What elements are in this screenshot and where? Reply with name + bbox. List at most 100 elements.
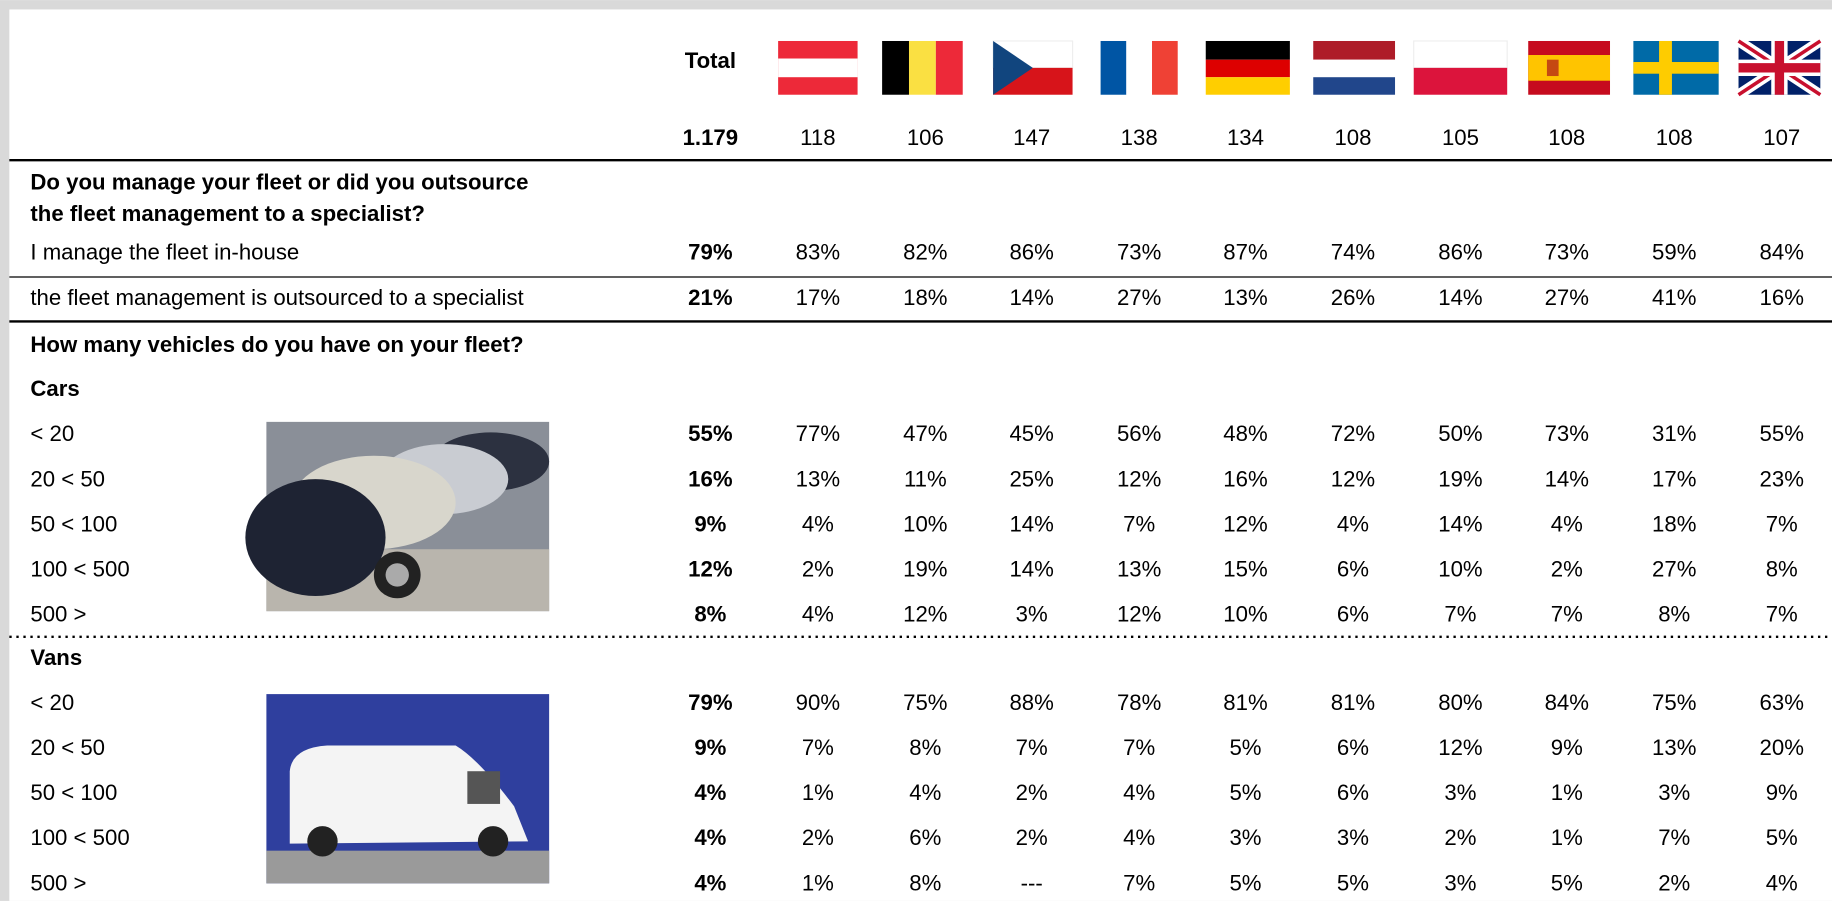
cell: 1% — [1551, 780, 1583, 805]
row-total: 4% — [694, 780, 726, 805]
group-title: Vans — [30, 645, 82, 670]
cell: 7% — [1658, 825, 1690, 850]
cell: 6% — [1337, 735, 1369, 760]
cell: 13% — [796, 466, 840, 491]
cell: 2% — [802, 825, 834, 850]
cell: 87% — [1223, 239, 1267, 264]
cell: 78% — [1117, 690, 1161, 715]
cell: 7% — [1444, 602, 1476, 627]
cell: 14% — [1438, 511, 1482, 536]
cell: 7% — [1016, 735, 1048, 760]
group-title: Cars — [30, 376, 79, 401]
cell: 84% — [1760, 239, 1804, 264]
cell: 9% — [1766, 780, 1798, 805]
row-total: 16% — [688, 466, 733, 491]
question: the fleet management to a specialist? — [30, 201, 425, 226]
cell: 81% — [1223, 690, 1267, 715]
cell: 12% — [1438, 735, 1482, 760]
row-total: 21% — [688, 285, 733, 310]
cell: 6% — [1337, 780, 1369, 805]
cell: 8% — [1766, 556, 1798, 581]
cell: 5% — [1229, 735, 1261, 760]
cell: 10% — [1438, 556, 1482, 581]
cell: 12% — [1223, 511, 1267, 536]
cell: 5% — [1229, 780, 1261, 805]
cell: 12% — [1117, 466, 1161, 491]
cell: 3% — [1016, 602, 1048, 627]
cell: 7% — [1123, 511, 1155, 536]
cell: 15% — [1223, 556, 1267, 581]
cell: 14% — [1438, 285, 1482, 310]
cell: 4% — [1337, 511, 1369, 536]
cell: 90% — [796, 690, 840, 715]
sample-size: 108 — [1548, 125, 1585, 150]
cell: 11% — [904, 466, 947, 491]
cell: 81% — [1331, 690, 1375, 715]
cell: 5% — [1551, 870, 1583, 895]
cell: 12% — [903, 602, 947, 627]
cell: 13% — [1117, 556, 1161, 581]
row-total: 79% — [688, 239, 733, 264]
cell: 75% — [903, 690, 947, 715]
row-label: 500 > — [30, 602, 86, 627]
cell: 5% — [1337, 870, 1369, 895]
cell: 82% — [903, 239, 947, 264]
cell: 14% — [1545, 466, 1589, 491]
cell: 1% — [802, 870, 834, 895]
cell: 2% — [1444, 825, 1476, 850]
cell: 1% — [802, 780, 834, 805]
cell: 14% — [1009, 285, 1053, 310]
cell: 20% — [1760, 735, 1804, 760]
row-label: 50 < 100 — [30, 511, 117, 536]
cars-photo — [245, 422, 549, 611]
cell: 73% — [1545, 421, 1589, 446]
cell: 4% — [1123, 780, 1155, 805]
sample-size: 134 — [1227, 125, 1264, 150]
row-label: the fleet management is outsourced to a … — [30, 285, 523, 310]
cell: 31% — [1652, 421, 1696, 446]
cell: 19% — [1438, 466, 1482, 491]
row-label: < 20 — [30, 690, 74, 715]
row-label: 50 < 100 — [30, 780, 117, 805]
cell: 3% — [1444, 780, 1476, 805]
cell: 25% — [1009, 466, 1053, 491]
cell: 77% — [796, 421, 840, 446]
cell: 10% — [903, 511, 947, 536]
cell: 45% — [1009, 421, 1053, 446]
cell: 3% — [1337, 825, 1369, 850]
cell: 6% — [1337, 602, 1369, 627]
cell: 5% — [1766, 825, 1798, 850]
cell: 3% — [1444, 870, 1476, 895]
cell: 74% — [1331, 239, 1375, 264]
row-total: 9% — [694, 735, 726, 760]
cell: 86% — [1009, 239, 1053, 264]
cell: 50% — [1438, 421, 1482, 446]
cell: 41% — [1652, 285, 1696, 310]
cell: 4% — [1766, 870, 1798, 895]
row-label: 100 < 500 — [30, 825, 129, 850]
cell: 5% — [1229, 870, 1261, 895]
row-label: I manage the fleet in-house — [30, 239, 299, 264]
cell: 3% — [1658, 780, 1690, 805]
row-total: 8% — [694, 602, 726, 627]
cell: 84% — [1545, 690, 1589, 715]
cell: 26% — [1331, 285, 1375, 310]
van-photo — [266, 694, 549, 883]
cell: 72% — [1331, 421, 1375, 446]
cell: 63% — [1760, 690, 1804, 715]
cell: 86% — [1438, 239, 1482, 264]
cell: 88% — [1009, 690, 1053, 715]
row-total: 55% — [688, 421, 733, 446]
sample-size: 108 — [1656, 125, 1693, 150]
cell: 83% — [796, 239, 840, 264]
cell: 7% — [1123, 735, 1155, 760]
cell: 47% — [903, 421, 947, 446]
cell: 10% — [1223, 602, 1267, 627]
cell: 4% — [1551, 511, 1583, 536]
cell: 73% — [1117, 239, 1161, 264]
total-header: Total — [685, 48, 736, 73]
cell: 7% — [1766, 602, 1798, 627]
cell: 27% — [1652, 556, 1696, 581]
cell: 19% — [903, 556, 947, 581]
cell: 48% — [1223, 421, 1267, 446]
